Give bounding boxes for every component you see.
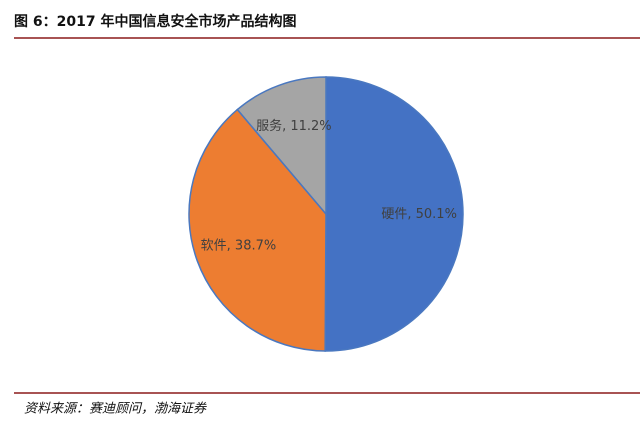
source-note: 资料来源：赛迪顾问，渤海证券 xyxy=(24,401,207,417)
pie-slice xyxy=(236,76,327,217)
pie: 硬件, 50.1% 软件, 38.7% 服务, 11.2% xyxy=(188,76,464,352)
chart-title: 图 6：2017 年中国信息安全市场产品结构图 xyxy=(14,13,296,30)
pie-slice xyxy=(188,108,327,352)
pie-slice xyxy=(324,76,464,352)
data-label: 服务, 11.2% xyxy=(256,118,332,134)
data-label: 硬件, 50.1% xyxy=(381,207,457,222)
data-label: 软件, 38.7% xyxy=(201,238,277,253)
